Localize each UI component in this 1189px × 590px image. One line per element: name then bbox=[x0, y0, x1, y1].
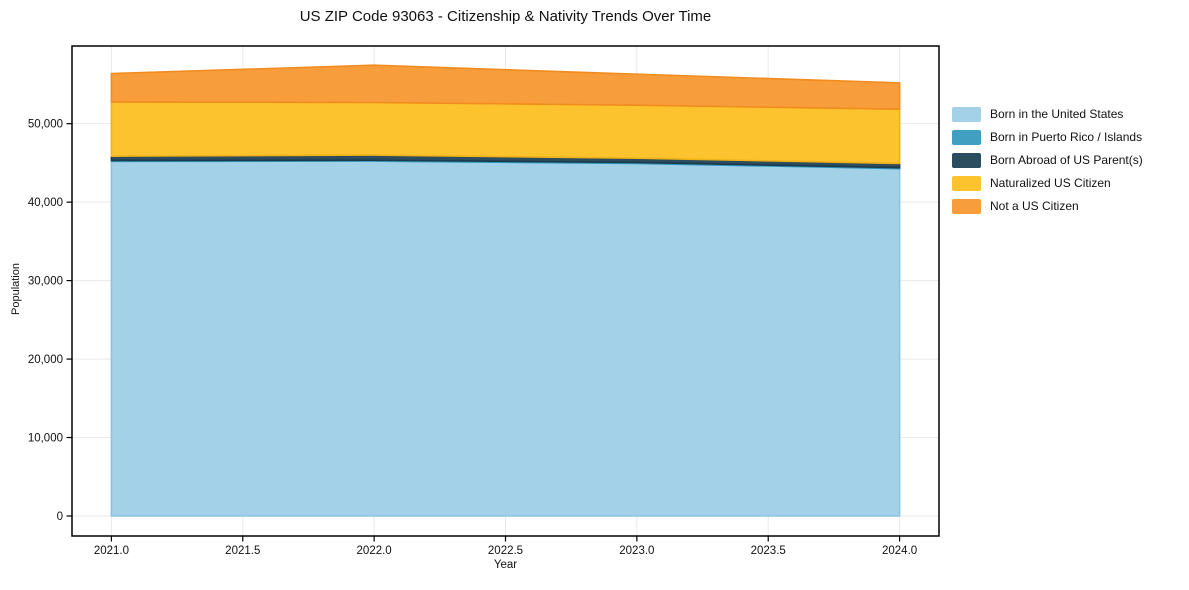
x-tick-label: 2021.5 bbox=[225, 545, 260, 557]
legend-item-1: Born in Puerto Rico / Islands bbox=[952, 130, 1143, 145]
y-tick-label: 20,000 bbox=[28, 354, 63, 366]
legend-label: Born in the United States bbox=[990, 107, 1124, 121]
legend-label: Not a US Citizen bbox=[990, 199, 1079, 213]
y-tick-label: 50,000 bbox=[28, 119, 63, 131]
legend-label: Naturalized US Citizen bbox=[990, 176, 1111, 190]
chart-title: US ZIP Code 93063 - Citizenship & Nativi… bbox=[299, 8, 712, 25]
legend-item-0: Born in the United States bbox=[952, 107, 1143, 122]
x-tick-label: 2022.0 bbox=[357, 545, 392, 557]
y-tick-label: 0 bbox=[57, 511, 63, 523]
legend-swatch-icon bbox=[952, 153, 981, 168]
legend-swatch-icon bbox=[952, 107, 981, 122]
area-series-0 bbox=[110, 160, 901, 517]
legend-swatch-icon bbox=[952, 176, 981, 191]
legend-swatch-icon bbox=[952, 130, 981, 145]
y-tick-label: 40,000 bbox=[28, 197, 63, 209]
y-tick-label: 30,000 bbox=[28, 276, 63, 288]
x-tick-label: 2023.5 bbox=[751, 545, 786, 557]
x-tick-label: 2022.5 bbox=[488, 545, 523, 557]
legend-item-4: Not a US Citizen bbox=[952, 199, 1143, 214]
legend-label: Born Abroad of US Parent(s) bbox=[990, 153, 1143, 167]
area-series-4 bbox=[110, 64, 901, 110]
legend: Born in the United States Born in Puerto … bbox=[952, 107, 1143, 214]
legend-item-3: Naturalized US Citizen bbox=[952, 176, 1143, 191]
x-tick-label: 2023.0 bbox=[619, 545, 654, 557]
legend-swatch-icon bbox=[952, 199, 981, 214]
x-tick-label: 2024.0 bbox=[882, 545, 917, 557]
legend-item-2: Born Abroad of US Parent(s) bbox=[952, 153, 1143, 168]
x-axis-label: Year bbox=[493, 559, 518, 571]
y-tick-label: 10,000 bbox=[28, 433, 63, 445]
x-tick-label: 2021.0 bbox=[94, 545, 129, 557]
area-series-3 bbox=[110, 101, 901, 165]
legend-label: Born in Puerto Rico / Islands bbox=[990, 130, 1143, 144]
